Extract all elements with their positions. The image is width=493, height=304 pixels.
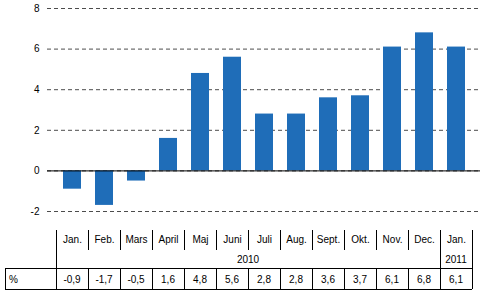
svg-text:6,1: 6,1 <box>449 274 463 285</box>
svg-text:Okt.: Okt. <box>351 234 369 245</box>
svg-text:Feb.: Feb. <box>94 234 114 245</box>
svg-text:1,6: 1,6 <box>161 274 175 285</box>
svg-text:2,8: 2,8 <box>289 274 303 285</box>
svg-text:Jan.: Jan. <box>447 234 466 245</box>
svg-text:6,1: 6,1 <box>385 274 399 285</box>
svg-text:3,6: 3,6 <box>321 274 335 285</box>
svg-text:Juni: Juni <box>223 234 241 245</box>
svg-text:2010: 2010 <box>237 254 260 265</box>
svg-text:4,8: 4,8 <box>193 274 207 285</box>
svg-text:Jan.: Jan. <box>63 234 82 245</box>
svg-text:0: 0 <box>34 165 40 176</box>
svg-text:-0,9: -0,9 <box>63 274 81 285</box>
svg-text:%: % <box>9 274 18 285</box>
svg-text:Nov.: Nov. <box>383 234 403 245</box>
svg-text:2: 2 <box>34 125 40 136</box>
svg-text:6: 6 <box>34 43 40 54</box>
svg-text:6,8: 6,8 <box>417 274 431 285</box>
svg-text:2011: 2011 <box>445 254 467 265</box>
svg-text:-0,5: -0,5 <box>127 274 145 285</box>
svg-text:5,6: 5,6 <box>225 274 239 285</box>
svg-text:2,8: 2,8 <box>257 274 271 285</box>
svg-text:3,7: 3,7 <box>353 274 367 285</box>
svg-text:-1,7: -1,7 <box>95 274 113 285</box>
svg-text:-2: -2 <box>31 206 40 217</box>
svg-text:Dec.: Dec. <box>414 234 435 245</box>
svg-text:Mars: Mars <box>125 234 147 245</box>
svg-text:Juli: Juli <box>257 234 272 245</box>
svg-text:8: 8 <box>34 3 40 14</box>
svg-text:Maj: Maj <box>192 234 208 245</box>
svg-text:Aug.: Aug. <box>286 234 307 245</box>
svg-text:April: April <box>158 234 178 245</box>
svg-text:Sept.: Sept. <box>317 234 340 245</box>
svg-text:4: 4 <box>34 84 40 95</box>
